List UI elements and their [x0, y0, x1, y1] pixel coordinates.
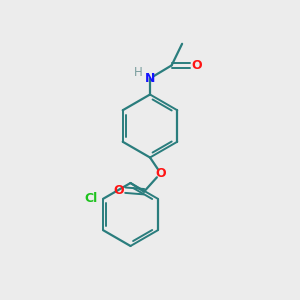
Text: O: O [113, 184, 124, 197]
Text: H: H [134, 66, 143, 79]
Text: O: O [191, 59, 202, 72]
Text: O: O [155, 167, 166, 180]
Text: N: N [145, 71, 155, 85]
Text: Cl: Cl [84, 192, 97, 205]
